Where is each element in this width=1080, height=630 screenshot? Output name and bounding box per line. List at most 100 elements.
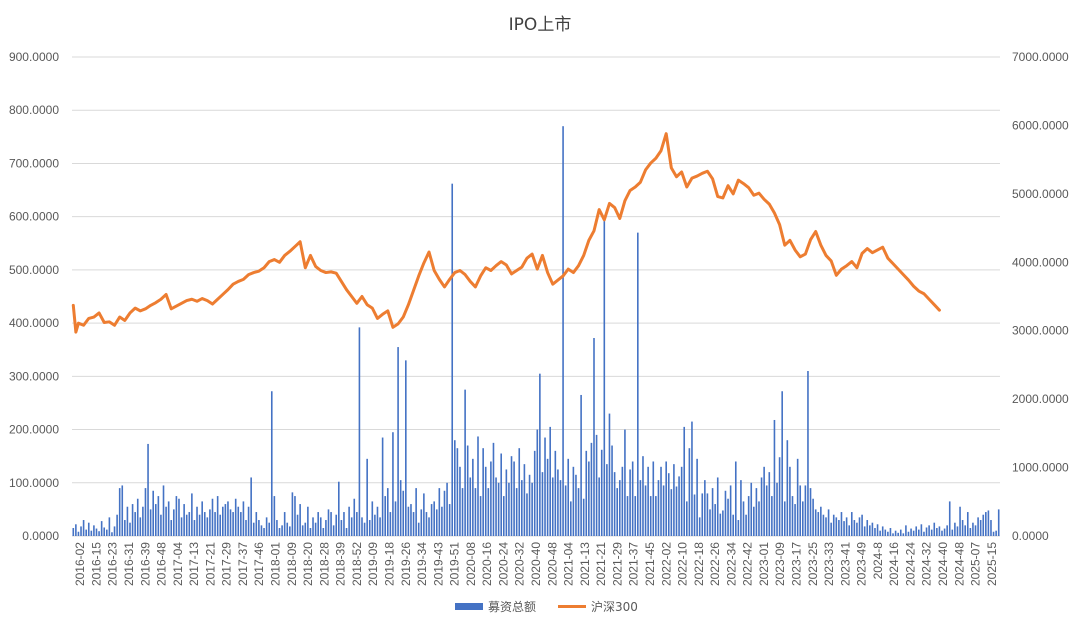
bar xyxy=(611,445,613,536)
bar xyxy=(198,514,201,536)
bar xyxy=(304,522,307,536)
bar xyxy=(933,522,936,536)
gridlines xyxy=(72,56,1000,537)
bar xyxy=(711,488,714,536)
bar xyxy=(593,338,595,536)
bar xyxy=(363,522,366,536)
x-axis-tick-label: 2023-09 xyxy=(773,542,787,586)
bar xyxy=(559,480,562,536)
bar xyxy=(758,501,760,536)
bar xyxy=(680,466,683,536)
bar xyxy=(750,482,753,536)
bar xyxy=(87,522,90,536)
bar xyxy=(613,472,616,536)
bar xyxy=(936,528,938,536)
bar xyxy=(407,506,410,536)
bar xyxy=(526,493,528,536)
left-axis-tick-label: 500.0000 xyxy=(9,263,59,277)
bar xyxy=(245,520,247,536)
bar xyxy=(982,514,985,536)
bar xyxy=(683,426,686,536)
bar xyxy=(732,514,734,536)
bar xyxy=(420,509,423,536)
bar xyxy=(709,509,711,536)
bar xyxy=(881,526,884,536)
bar xyxy=(338,481,340,536)
bar xyxy=(106,529,108,536)
bar xyxy=(309,528,312,536)
x-axis-tick-label: 2019-09 xyxy=(366,542,380,586)
bar xyxy=(523,464,526,536)
bar xyxy=(791,496,794,536)
bar xyxy=(448,504,451,536)
bar xyxy=(134,512,136,536)
bar xyxy=(152,490,154,536)
bar xyxy=(995,530,997,536)
bar xyxy=(951,529,954,536)
bar xyxy=(869,525,871,536)
bar xyxy=(598,477,600,536)
bar xyxy=(696,458,698,536)
bar xyxy=(435,509,438,536)
bar xyxy=(229,509,232,536)
bar xyxy=(188,512,191,536)
bar xyxy=(451,183,454,537)
bar xyxy=(477,436,479,536)
bar xyxy=(433,501,435,536)
x-axis-tick-label: 2022-02 xyxy=(659,542,673,586)
bar xyxy=(113,526,116,536)
bar xyxy=(260,525,263,536)
bar xyxy=(371,501,374,536)
bar xyxy=(928,525,930,536)
bar xyxy=(178,498,180,536)
bar xyxy=(719,513,722,536)
bar xyxy=(778,457,781,536)
legend-label-csi300: 沪深300 xyxy=(591,600,638,614)
bar xyxy=(301,525,304,536)
bar xyxy=(946,525,948,536)
bar xyxy=(443,490,446,536)
bar xyxy=(871,522,874,536)
bar xyxy=(428,517,430,536)
bar xyxy=(77,531,80,536)
bar xyxy=(606,464,608,536)
bar xyxy=(139,517,142,536)
bar xyxy=(95,528,98,536)
bar xyxy=(353,498,356,536)
bar xyxy=(572,466,575,536)
bar xyxy=(938,526,941,536)
bar xyxy=(250,477,252,536)
bar xyxy=(948,501,951,536)
bar xyxy=(124,520,126,536)
bar xyxy=(252,522,255,536)
bar xyxy=(856,522,858,536)
bar xyxy=(136,498,139,536)
bar xyxy=(832,514,835,536)
bar xyxy=(219,514,222,536)
x-axis-tick-label: 2017-37 xyxy=(236,542,250,586)
bar xyxy=(118,488,121,536)
bar xyxy=(103,527,106,536)
bar xyxy=(379,517,381,536)
bar xyxy=(258,520,260,536)
bar xyxy=(521,480,523,536)
bar xyxy=(740,480,742,536)
bar xyxy=(838,520,840,536)
bar xyxy=(214,512,216,536)
bar xyxy=(698,517,701,536)
x-axis-tick-label: 2019-18 xyxy=(382,542,396,586)
bar xyxy=(585,450,588,536)
bar xyxy=(616,488,618,536)
bar xyxy=(887,531,889,536)
bar xyxy=(356,512,358,536)
x-axis-tick-label: 2018-20 xyxy=(301,542,315,586)
bar xyxy=(850,512,853,536)
bar xyxy=(603,216,606,537)
bar xyxy=(892,533,894,536)
bar xyxy=(807,371,809,536)
bar xyxy=(608,413,611,536)
bar xyxy=(415,488,417,536)
bar xyxy=(763,466,765,536)
x-axis-tick-label: 2018-09 xyxy=(285,542,299,586)
bar xyxy=(912,530,915,536)
